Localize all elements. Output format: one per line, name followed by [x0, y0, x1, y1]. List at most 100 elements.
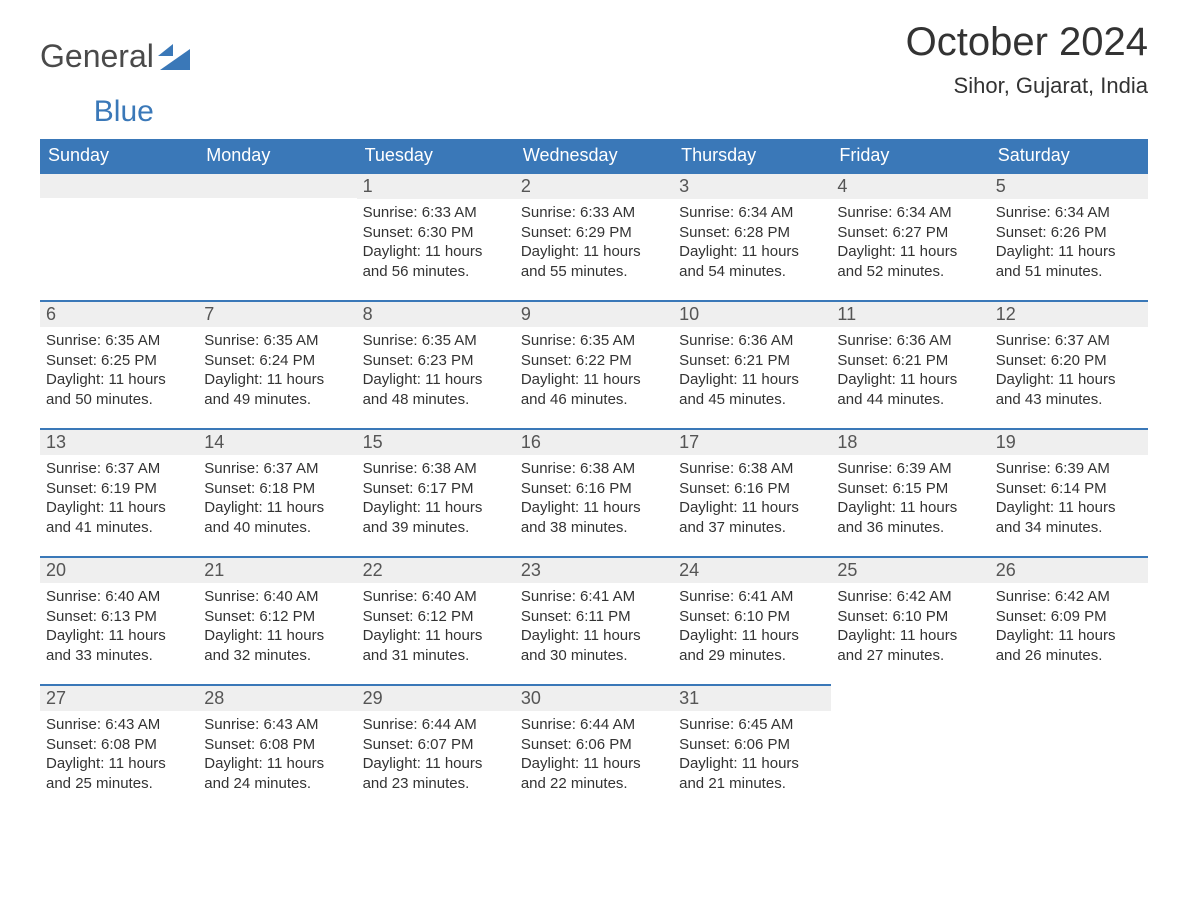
- day-number: 2: [515, 172, 673, 199]
- day-body: Sunrise: 6:39 AMSunset: 6:14 PMDaylight:…: [990, 455, 1148, 545]
- daylight-line: Daylight: 11 hours and 41 minutes.: [46, 498, 192, 537]
- sunset-line: Sunset: 6:20 PM: [996, 351, 1142, 371]
- day-number: 12: [990, 300, 1148, 327]
- sunrise-line: Sunrise: 6:36 AM: [837, 331, 983, 351]
- day-body: Sunrise: 6:37 AMSunset: 6:19 PMDaylight:…: [40, 455, 198, 545]
- day-body: Sunrise: 6:36 AMSunset: 6:21 PMDaylight:…: [673, 327, 831, 417]
- sunset-line: Sunset: 6:21 PM: [837, 351, 983, 371]
- day-body: Sunrise: 6:35 AMSunset: 6:23 PMDaylight:…: [357, 327, 515, 417]
- daylight-line: Daylight: 11 hours and 38 minutes.: [521, 498, 667, 537]
- day-number: 21: [198, 556, 356, 583]
- day-body: Sunrise: 6:34 AMSunset: 6:28 PMDaylight:…: [673, 199, 831, 289]
- sunrise-line: Sunrise: 6:33 AM: [363, 203, 509, 223]
- day-cell: 4Sunrise: 6:34 AMSunset: 6:27 PMDaylight…: [831, 172, 989, 300]
- header-right: October 2024 Sihor, Gujarat, India: [906, 20, 1148, 99]
- sunrise-line: Sunrise: 6:38 AM: [521, 459, 667, 479]
- day-number-empty: [831, 684, 989, 710]
- day-cell: 28Sunrise: 6:43 AMSunset: 6:08 PMDayligh…: [198, 684, 356, 812]
- daylight-line: Daylight: 11 hours and 39 minutes.: [363, 498, 509, 537]
- week-row: 20Sunrise: 6:40 AMSunset: 6:13 PMDayligh…: [40, 556, 1148, 684]
- sunrise-line: Sunrise: 6:41 AM: [521, 587, 667, 607]
- day-number: 27: [40, 684, 198, 711]
- sunrise-line: Sunrise: 6:43 AM: [204, 715, 350, 735]
- sunrise-line: Sunrise: 6:33 AM: [521, 203, 667, 223]
- sunset-line: Sunset: 6:11 PM: [521, 607, 667, 627]
- day-number: 25: [831, 556, 989, 583]
- daylight-line: Daylight: 11 hours and 30 minutes.: [521, 626, 667, 665]
- logo-text-blue: Blue: [4, 95, 154, 129]
- week-row: 27Sunrise: 6:43 AMSunset: 6:08 PMDayligh…: [40, 684, 1148, 812]
- day-body: Sunrise: 6:40 AMSunset: 6:12 PMDaylight:…: [198, 583, 356, 673]
- day-cell: 30Sunrise: 6:44 AMSunset: 6:06 PMDayligh…: [515, 684, 673, 812]
- daylight-line: Daylight: 11 hours and 40 minutes.: [204, 498, 350, 537]
- sunset-line: Sunset: 6:29 PM: [521, 223, 667, 243]
- sunrise-line: Sunrise: 6:38 AM: [679, 459, 825, 479]
- daylight-line: Daylight: 11 hours and 56 minutes.: [363, 242, 509, 281]
- sunset-line: Sunset: 6:28 PM: [679, 223, 825, 243]
- day-cell: [40, 172, 198, 300]
- day-cell: 31Sunrise: 6:45 AMSunset: 6:06 PMDayligh…: [673, 684, 831, 812]
- sunrise-line: Sunrise: 6:40 AM: [204, 587, 350, 607]
- day-cell: 26Sunrise: 6:42 AMSunset: 6:09 PMDayligh…: [990, 556, 1148, 684]
- daylight-line: Daylight: 11 hours and 31 minutes.: [363, 626, 509, 665]
- day-body: Sunrise: 6:42 AMSunset: 6:09 PMDaylight:…: [990, 583, 1148, 673]
- day-number: 14: [198, 428, 356, 455]
- day-number: 30: [515, 684, 673, 711]
- daylight-line: Daylight: 11 hours and 32 minutes.: [204, 626, 350, 665]
- day-number: 1: [357, 172, 515, 199]
- sunset-line: Sunset: 6:08 PM: [204, 735, 350, 755]
- sunset-line: Sunset: 6:06 PM: [679, 735, 825, 755]
- sunset-line: Sunset: 6:22 PM: [521, 351, 667, 371]
- sunset-line: Sunset: 6:12 PM: [204, 607, 350, 627]
- day-cell: 21Sunrise: 6:40 AMSunset: 6:12 PMDayligh…: [198, 556, 356, 684]
- day-number: 29: [357, 684, 515, 711]
- day-number: 15: [357, 428, 515, 455]
- daylight-line: Daylight: 11 hours and 27 minutes.: [837, 626, 983, 665]
- sunrise-line: Sunrise: 6:38 AM: [363, 459, 509, 479]
- sunset-line: Sunset: 6:21 PM: [679, 351, 825, 371]
- day-cell: 22Sunrise: 6:40 AMSunset: 6:12 PMDayligh…: [357, 556, 515, 684]
- day-cell: [990, 684, 1148, 812]
- day-number: 10: [673, 300, 831, 327]
- day-cell: [198, 172, 356, 300]
- weekday-header: Wednesday: [515, 139, 673, 172]
- day-body: Sunrise: 6:41 AMSunset: 6:11 PMDaylight:…: [515, 583, 673, 673]
- sunset-line: Sunset: 6:17 PM: [363, 479, 509, 499]
- daylight-line: Daylight: 11 hours and 25 minutes.: [46, 754, 192, 793]
- day-cell: 20Sunrise: 6:40 AMSunset: 6:13 PMDayligh…: [40, 556, 198, 684]
- sunset-line: Sunset: 6:13 PM: [46, 607, 192, 627]
- sunrise-line: Sunrise: 6:37 AM: [996, 331, 1142, 351]
- daylight-line: Daylight: 11 hours and 52 minutes.: [837, 242, 983, 281]
- day-body: Sunrise: 6:36 AMSunset: 6:21 PMDaylight:…: [831, 327, 989, 417]
- daylight-line: Daylight: 11 hours and 50 minutes.: [46, 370, 192, 409]
- sunset-line: Sunset: 6:14 PM: [996, 479, 1142, 499]
- weekday-header: Tuesday: [357, 139, 515, 172]
- day-body: Sunrise: 6:37 AMSunset: 6:18 PMDaylight:…: [198, 455, 356, 545]
- week-row: 13Sunrise: 6:37 AMSunset: 6:19 PMDayligh…: [40, 428, 1148, 556]
- day-cell: 17Sunrise: 6:38 AMSunset: 6:16 PMDayligh…: [673, 428, 831, 556]
- daylight-line: Daylight: 11 hours and 37 minutes.: [679, 498, 825, 537]
- day-number: 6: [40, 300, 198, 327]
- week-row: 6Sunrise: 6:35 AMSunset: 6:25 PMDaylight…: [40, 300, 1148, 428]
- weekday-header: Monday: [198, 139, 356, 172]
- day-cell: 11Sunrise: 6:36 AMSunset: 6:21 PMDayligh…: [831, 300, 989, 428]
- day-number: 31: [673, 684, 831, 711]
- day-number: 9: [515, 300, 673, 327]
- daylight-line: Daylight: 11 hours and 34 minutes.: [996, 498, 1142, 537]
- weekday-header: Sunday: [40, 139, 198, 172]
- day-number: 22: [357, 556, 515, 583]
- daylight-line: Daylight: 11 hours and 26 minutes.: [996, 626, 1142, 665]
- day-body: Sunrise: 6:38 AMSunset: 6:16 PMDaylight:…: [515, 455, 673, 545]
- weekday-header-row: SundayMondayTuesdayWednesdayThursdayFrid…: [40, 139, 1148, 172]
- sunrise-line: Sunrise: 6:45 AM: [679, 715, 825, 735]
- daylight-line: Daylight: 11 hours and 24 minutes.: [204, 754, 350, 793]
- day-cell: 3Sunrise: 6:34 AMSunset: 6:28 PMDaylight…: [673, 172, 831, 300]
- day-cell: 24Sunrise: 6:41 AMSunset: 6:10 PMDayligh…: [673, 556, 831, 684]
- day-cell: 16Sunrise: 6:38 AMSunset: 6:16 PMDayligh…: [515, 428, 673, 556]
- day-number: 19: [990, 428, 1148, 455]
- day-number-empty: [198, 172, 356, 198]
- sunrise-line: Sunrise: 6:41 AM: [679, 587, 825, 607]
- sunset-line: Sunset: 6:16 PM: [679, 479, 825, 499]
- sunrise-line: Sunrise: 6:34 AM: [837, 203, 983, 223]
- daylight-line: Daylight: 11 hours and 48 minutes.: [363, 370, 509, 409]
